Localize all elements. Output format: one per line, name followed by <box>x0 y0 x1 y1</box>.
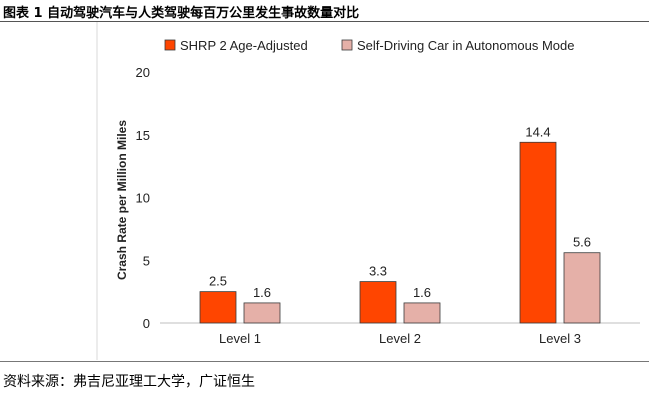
bar <box>243 302 281 324</box>
bar <box>563 252 601 324</box>
legend-label: Self-Driving Car in Autonomous Mode <box>357 38 575 53</box>
bottom-rule <box>0 361 649 362</box>
source-note: 资料来源：弗吉尼亚理工大学，广证恒生 <box>3 374 255 390</box>
y-tick-label: 0 <box>143 316 150 331</box>
legend-swatch <box>341 39 353 51</box>
axes: 0 5 10 15 20 Level 1 Level 2 Level 3 <box>96 22 640 360</box>
data-label: 14.4 <box>525 124 550 139</box>
bar <box>403 302 441 324</box>
y-tick-label: 15 <box>136 128 150 143</box>
data-label: 3.3 <box>369 264 387 279</box>
top-rule <box>0 21 649 22</box>
data-label: 1.6 <box>253 285 271 300</box>
legend-label: SHRP 2 Age-Adjusted <box>180 38 308 53</box>
bars: 2.5 1.6 3.3 1.6 14.4 5.6 <box>199 124 601 324</box>
legend-swatch <box>164 39 176 51</box>
data-label: 2.5 <box>209 274 227 289</box>
data-label: 1.6 <box>413 285 431 300</box>
y-tick-label: 5 <box>143 253 150 268</box>
x-tick-label: Level 2 <box>379 331 421 346</box>
bar <box>199 291 237 324</box>
x-tick-label: Level 1 <box>219 331 261 346</box>
legend: SHRP 2 Age-Adjusted Self-Driving Car in A… <box>164 38 575 53</box>
y-tick-label: 10 <box>136 191 150 206</box>
bar <box>359 281 397 324</box>
y-tick-label: 20 <box>136 65 150 80</box>
x-tick-label: Level 3 <box>539 331 581 346</box>
y-axis-label: Crash Rate per Million Miles <box>115 119 129 281</box>
bar-chart: SHRP 2 Age-Adjusted Self-Driving Car in A… <box>96 22 640 360</box>
bar <box>519 141 557 324</box>
figure-title: 图表 1 自动驾驶汽车与人类驾驶每百万公里发生事故数量对比 <box>3 6 360 21</box>
data-label: 5.6 <box>573 235 591 250</box>
